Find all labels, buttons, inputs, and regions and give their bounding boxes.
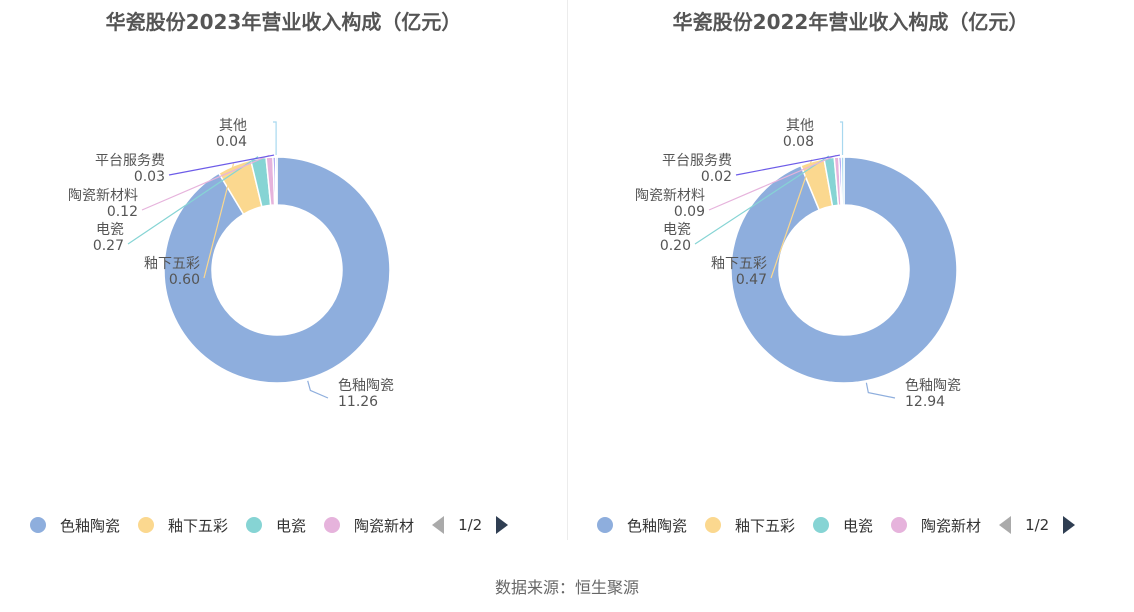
legend-pager: 1/2 bbox=[432, 516, 509, 534]
leader-line-1 bbox=[770, 159, 813, 279]
slice-name-label: 釉下五彩 bbox=[711, 256, 767, 272]
slice-name-label: 电瓷 bbox=[96, 222, 124, 238]
legend-dot bbox=[246, 517, 263, 533]
slice-name-label: 其他 bbox=[786, 118, 814, 134]
donut-slice-0[interactable] bbox=[730, 156, 958, 384]
leader-line-0 bbox=[307, 380, 329, 399]
legend-pager: 1/2 bbox=[999, 516, 1076, 534]
legend-label: 色釉陶瓷 bbox=[60, 516, 121, 535]
pager-page: 1/2 bbox=[458, 516, 483, 534]
pager-prev-icon[interactable] bbox=[999, 516, 1012, 534]
leader-line-2 bbox=[694, 155, 830, 245]
leader-line-3 bbox=[708, 154, 837, 211]
pager-prev-icon[interactable] bbox=[432, 516, 445, 534]
slice-value-label: 0.02 bbox=[701, 169, 732, 185]
donut-slice-5[interactable] bbox=[840, 156, 845, 206]
slice-name-label: 平台服务费 bbox=[662, 153, 732, 169]
chart-panel-2022: 华瓷股份2022年营业收入构成（亿元） 色釉陶瓷 12.94 釉下五彩 0.47 电瓷 0… bbox=[567, 0, 1134, 560]
legend-item-electric-porcelain[interactable]: 电瓷 bbox=[813, 515, 873, 536]
legend-item-underglaze[interactable]: 釉下五彩 bbox=[138, 515, 228, 536]
leader-line-4 bbox=[168, 154, 275, 176]
legend-dot bbox=[705, 517, 722, 533]
slice-value-label: 12.94 bbox=[905, 394, 945, 410]
legend-label: 色釉陶瓷 bbox=[627, 516, 688, 535]
legend-dot bbox=[891, 517, 908, 533]
legend: 色釉陶瓷 釉下五彩 电瓷 陶瓷新材 1/2 bbox=[597, 512, 1076, 538]
slice-name-label: 陶瓷新材料 bbox=[635, 188, 705, 204]
legend-item-new-materials[interactable]: 陶瓷新材 bbox=[891, 515, 981, 536]
legend-item-electric-porcelain[interactable]: 电瓷 bbox=[246, 515, 306, 536]
legend-dot bbox=[30, 517, 46, 533]
chart-panel-2023: 华瓷股份2023年营业收入构成（亿元） 色釉陶瓷 11.26 釉下五彩 0.60 电瓷 0… bbox=[0, 0, 567, 560]
leader-line-4 bbox=[735, 154, 841, 176]
slice-value-label: 0.03 bbox=[134, 169, 165, 185]
legend-item-glaze-ceramics[interactable]: 色釉陶瓷 bbox=[30, 515, 120, 536]
slice-value-label: 0.09 bbox=[674, 204, 705, 220]
slice-value-label: 11.26 bbox=[338, 394, 378, 410]
slice-value-label: 0.12 bbox=[107, 204, 138, 220]
slice-value-label: 0.47 bbox=[736, 272, 767, 288]
donut-chart: 色釉陶瓷11.26釉下五彩0.60电瓷0.27陶瓷新材料0.12平台服务费0.0… bbox=[68, 118, 394, 410]
slice-name-label: 陶瓷新材料 bbox=[68, 188, 138, 204]
legend-label: 电瓷 bbox=[843, 516, 874, 535]
leader-line-3 bbox=[141, 154, 270, 211]
slice-name-label: 电瓷 bbox=[663, 222, 691, 238]
legend-label: 釉下五彩 bbox=[168, 516, 229, 535]
legend-dot bbox=[813, 517, 830, 533]
donut-slice-5[interactable] bbox=[274, 156, 278, 206]
legend-dot bbox=[597, 517, 613, 533]
chart-title: 华瓷股份2023年营业收入构成（亿元） bbox=[105, 10, 462, 34]
legend-dot bbox=[138, 517, 155, 533]
leader-line-1 bbox=[203, 163, 235, 279]
slice-value-label: 0.27 bbox=[93, 238, 124, 254]
slice-value-label: 0.04 bbox=[216, 134, 247, 150]
slice-name-label: 平台服务费 bbox=[95, 153, 165, 169]
legend-item-glaze-ceramics[interactable]: 色釉陶瓷 bbox=[597, 515, 687, 536]
legend-label: 陶瓷新材 bbox=[354, 516, 415, 535]
slice-value-label: 0.08 bbox=[783, 134, 814, 150]
slice-value-label: 0.20 bbox=[660, 238, 691, 254]
panel-divider bbox=[567, 0, 568, 540]
chart-title: 华瓷股份2022年营业收入构成（亿元） bbox=[672, 10, 1029, 34]
leader-line-5 bbox=[840, 121, 844, 156]
pager-next-icon[interactable] bbox=[496, 516, 509, 534]
leader-line-0 bbox=[865, 382, 896, 399]
slice-name-label: 其他 bbox=[219, 118, 247, 134]
legend-item-new-materials[interactable]: 陶瓷新材 bbox=[324, 515, 414, 536]
legend-label: 陶瓷新材 bbox=[921, 516, 982, 535]
donut-chart: 色釉陶瓷12.94釉下五彩0.47电瓷0.20陶瓷新材料0.09平台服务费0.0… bbox=[635, 118, 961, 410]
slice-name-label: 釉下五彩 bbox=[144, 256, 200, 272]
slice-name-label: 色釉陶瓷 bbox=[905, 377, 961, 394]
pager-page: 1/2 bbox=[1025, 516, 1050, 534]
pager-next-icon[interactable] bbox=[1063, 516, 1076, 534]
legend-item-underglaze[interactable]: 釉下五彩 bbox=[705, 515, 795, 536]
slice-name-label: 色釉陶瓷 bbox=[338, 377, 394, 394]
legend: 色釉陶瓷 釉下五彩 电瓷 陶瓷新材 1/2 bbox=[30, 512, 509, 538]
data-source-note: 数据来源：恒生聚源 bbox=[494, 578, 639, 597]
legend-label: 电瓷 bbox=[276, 516, 307, 535]
leader-line-5 bbox=[273, 121, 277, 156]
leader-line-2 bbox=[127, 156, 259, 245]
legend-label: 釉下五彩 bbox=[735, 516, 796, 535]
legend-dot bbox=[324, 517, 341, 533]
slice-value-label: 0.60 bbox=[169, 272, 200, 288]
